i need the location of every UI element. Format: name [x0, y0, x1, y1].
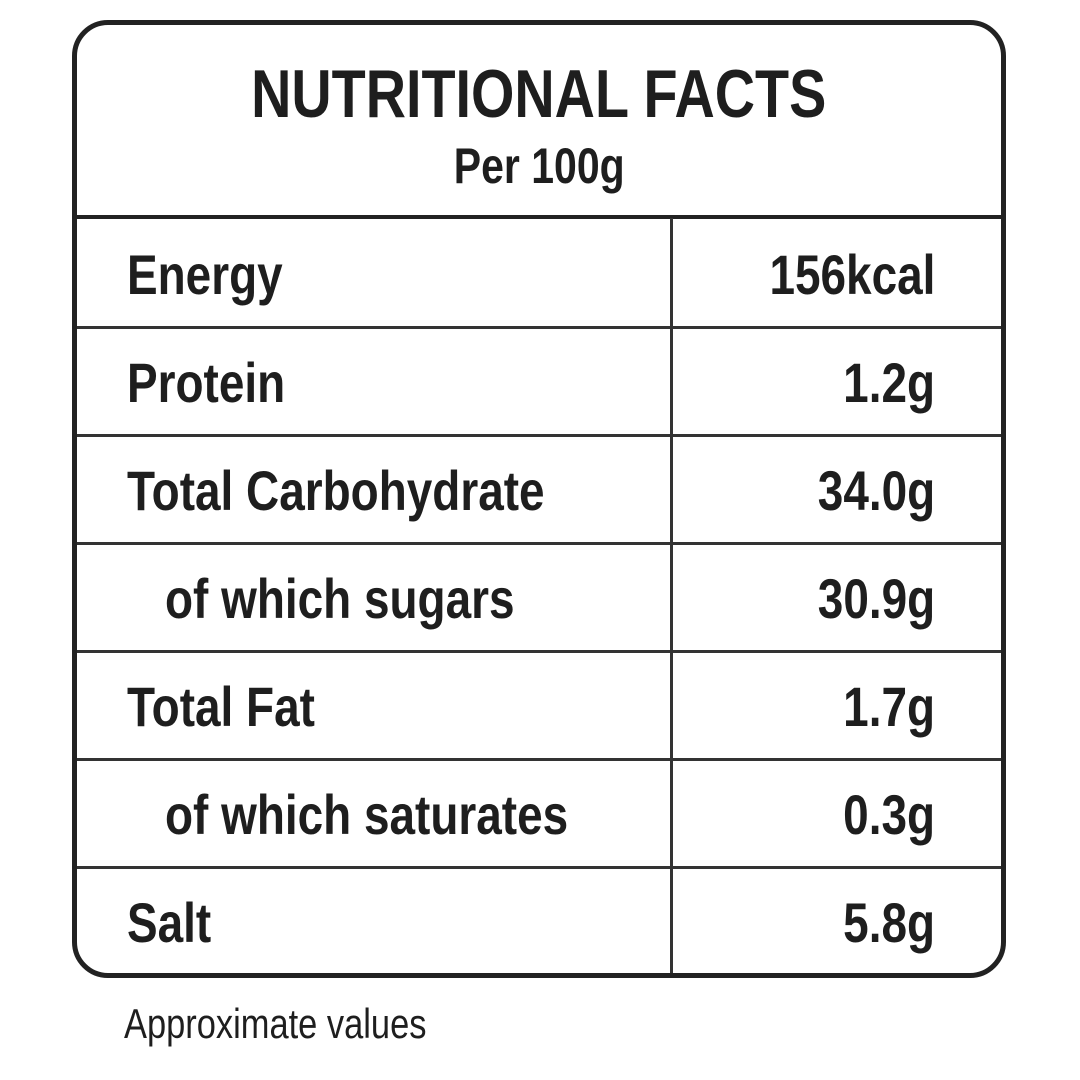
nutrient-name: Energy	[127, 243, 283, 306]
nutrient-value: 0.3g	[823, 782, 935, 847]
table-row: Salt 5.8g	[77, 866, 1001, 974]
nutrient-label: Salt	[127, 890, 230, 955]
table-row: Protein 1.2g	[77, 326, 1001, 437]
nutrient-label: of which saturates	[165, 782, 657, 847]
nutrient-amount: 156kcal	[769, 243, 935, 306]
nutrient-value: 156kcal	[733, 242, 935, 307]
nutrient-amount: 0.3g	[843, 783, 935, 846]
nutrient-value: 5.8g	[823, 890, 935, 955]
nutrient-name: Total Fat	[127, 675, 315, 738]
nutrient-label: Energy	[127, 242, 317, 307]
nutrient-label: Total Fat	[127, 674, 356, 739]
subtitle-text: Per 100g	[453, 138, 625, 194]
nutrient-value: 1.7g	[823, 674, 935, 739]
footer-note: Approximate values	[124, 1000, 493, 1048]
nutrient-label: of which sugars	[165, 566, 591, 631]
nutrient-name: Salt	[127, 891, 212, 954]
nutrient-name: of which sugars	[165, 567, 515, 630]
nutrient-label: Protein	[127, 350, 320, 415]
title: NUTRITIONAL FACTS	[77, 55, 1001, 133]
subtitle: Per 100g	[77, 137, 1001, 195]
nutrient-name: Protein	[127, 351, 286, 414]
nutrient-name: Total Carbohydrate	[127, 459, 545, 522]
nutrient-amount: 5.8g	[843, 891, 935, 954]
table-row: Total Fat 1.7g	[77, 650, 1001, 761]
nutrient-value: 1.2g	[823, 350, 935, 415]
nutrient-label: Total Carbohydrate	[127, 458, 636, 523]
footer-text: Approximate values	[124, 1000, 427, 1047]
nutrient-value: 30.9g	[792, 566, 935, 631]
title-text: NUTRITIONAL FACTS	[251, 56, 827, 132]
table-row: of which sugars 30.9g	[77, 542, 1001, 653]
table-row: Total Carbohydrate 34.0g	[77, 434, 1001, 545]
nutrient-name: of which saturates	[165, 783, 569, 846]
table-row: of which saturates 0.3g	[77, 758, 1001, 869]
header: NUTRITIONAL FACTS Per 100g	[77, 25, 1001, 219]
nutrient-value: 34.0g	[792, 458, 935, 523]
nutrient-amount: 30.9g	[817, 567, 935, 630]
table-row: Energy 156kcal	[77, 218, 1001, 329]
label-box: NUTRITIONAL FACTS Per 100g Energy 156kcal…	[72, 20, 1006, 978]
column-divider	[670, 218, 673, 973]
nutrient-amount: 1.7g	[843, 675, 935, 738]
nutrient-amount: 1.2g	[843, 351, 935, 414]
nutrient-amount: 34.0g	[817, 459, 935, 522]
